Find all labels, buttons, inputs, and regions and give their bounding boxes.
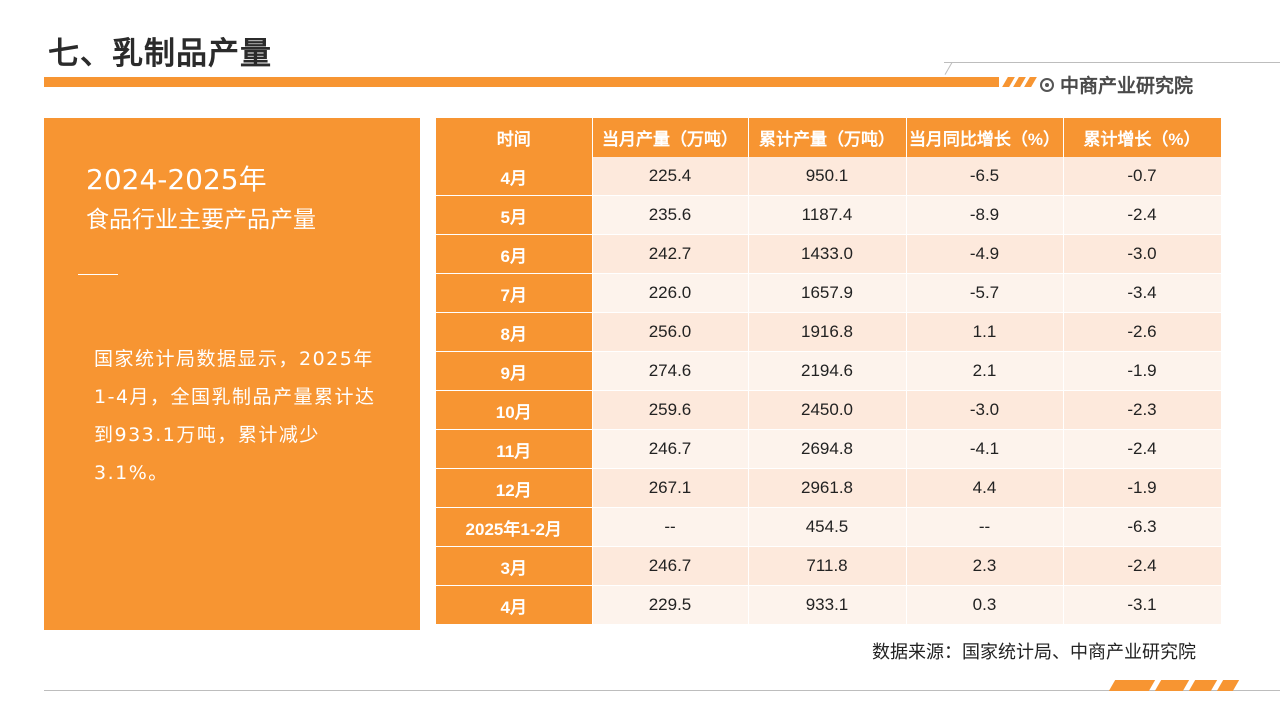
- cell-monthly: 226.0: [592, 273, 749, 313]
- table-row: 2025年1-2月 -- 454.5 -- -6.3: [436, 507, 1222, 547]
- cell-cumulative: 1433.0: [748, 234, 907, 274]
- cell-yoy: -8.9: [906, 195, 1064, 235]
- cell-cumulative: 2694.8: [748, 429, 907, 469]
- cell-yoy: -5.7: [906, 273, 1064, 313]
- summary-panel: 2024-2025年 食品行业主要产品产量 国家统计局数据显示，2025年1-4…: [44, 118, 420, 630]
- cell-monthly: 242.7: [592, 234, 749, 274]
- panel-year: 2024-2025年: [86, 163, 267, 196]
- cell-monthly: 229.5: [592, 585, 749, 625]
- table-row: 3月 246.7 711.8 2.3 -2.4: [436, 546, 1222, 586]
- cell-time: 11月: [436, 429, 593, 469]
- cell-time: 3月: [436, 546, 593, 586]
- cell-cumulative: 1916.8: [748, 312, 907, 352]
- cell-cumulative: 2194.6: [748, 351, 907, 391]
- table-header-row: 时间 当月产量（万吨） 累计产量（万吨） 当月同比增长（%） 累计增长（%）: [436, 118, 1222, 157]
- cell-cum-growth: -3.0: [1063, 234, 1222, 274]
- cell-monthly: 274.6: [592, 351, 749, 391]
- cell-monthly: 256.0: [592, 312, 749, 352]
- cell-yoy: -3.0: [906, 390, 1064, 430]
- table-row: 12月 267.1 2961.8 4.4 -1.9: [436, 468, 1222, 508]
- footer-decor-stripes: [1108, 680, 1242, 691]
- cell-time: 12月: [436, 468, 593, 508]
- header-cumulative-growth: 累计增长（%）: [1063, 118, 1222, 157]
- cell-cum-growth: -2.3: [1063, 390, 1222, 430]
- cell-cum-growth: -2.4: [1063, 429, 1222, 469]
- cell-cum-growth: -1.9: [1063, 468, 1222, 508]
- cell-time: 6月: [436, 234, 593, 274]
- production-table: 时间 当月产量（万吨） 累计产量（万吨） 当月同比增长（%） 累计增长（%） 4…: [436, 118, 1222, 625]
- data-source-note: 数据来源：国家统计局、中商产业研究院: [872, 642, 1196, 663]
- brand-logo: 中商产业研究院: [1040, 71, 1193, 98]
- title-underline-bar: [44, 77, 999, 87]
- cell-yoy: 4.4: [906, 468, 1064, 508]
- table-row: 5月 235.6 1187.4 -8.9 -2.4: [436, 195, 1222, 235]
- cell-time: 2025年1-2月: [436, 507, 593, 547]
- table-row: 7月 226.0 1657.9 -5.7 -3.4: [436, 273, 1222, 313]
- header-cumulative-output: 累计产量（万吨）: [748, 118, 907, 157]
- table-row: 4月 225.4 950.1 -6.5 -0.7: [436, 157, 1222, 196]
- header-rule: [944, 62, 1280, 63]
- cell-cum-growth: -2.4: [1063, 546, 1222, 586]
- cell-monthly: 259.6: [592, 390, 749, 430]
- cell-cum-growth: -0.7: [1063, 157, 1222, 196]
- cell-monthly: 246.7: [592, 429, 749, 469]
- header-time: 时间: [436, 118, 593, 157]
- panel-body-text: 国家统计局数据显示，2025年1-4月，全国乳制品产量累计达到933.1万吨，累…: [94, 348, 376, 484]
- panel-divider: [78, 274, 118, 275]
- cell-monthly: 235.6: [592, 195, 749, 235]
- cell-yoy: -4.1: [906, 429, 1064, 469]
- cell-monthly: 246.7: [592, 546, 749, 586]
- cell-time: 10月: [436, 390, 593, 430]
- cell-cum-growth: -1.9: [1063, 351, 1222, 391]
- cell-cum-growth: -3.1: [1063, 585, 1222, 625]
- header-monthly-yoy: 当月同比增长（%）: [906, 118, 1064, 157]
- cell-cumulative: 1657.9: [748, 273, 907, 313]
- logo-text: 中商产业研究院: [1060, 75, 1194, 97]
- table-row: 4月 229.5 933.1 0.3 -3.1: [436, 585, 1222, 625]
- cell-yoy: -4.9: [906, 234, 1064, 274]
- cell-cum-growth: -2.4: [1063, 195, 1222, 235]
- footer-rule: [44, 690, 1280, 691]
- cell-yoy: 1.1: [906, 312, 1064, 352]
- cell-yoy: 0.3: [906, 585, 1064, 625]
- logo-circle-icon: [1040, 77, 1054, 92]
- title-decor-stripes: [1002, 77, 1037, 87]
- table-row: 10月 259.6 2450.0 -3.0 -2.3: [436, 390, 1222, 430]
- table-row: 6月 242.7 1433.0 -4.9 -3.0: [436, 234, 1222, 274]
- table-row: 11月 246.7 2694.8 -4.1 -2.4: [436, 429, 1222, 469]
- cell-monthly: 225.4: [592, 157, 749, 196]
- cell-cum-growth: -6.3: [1063, 507, 1222, 547]
- cell-cumulative: 933.1: [748, 585, 907, 625]
- cell-monthly: --: [592, 507, 749, 547]
- cell-cumulative: 454.5: [748, 507, 907, 547]
- cell-monthly: 267.1: [592, 468, 749, 508]
- table-row: 8月 256.0 1916.8 1.1 -2.6: [436, 312, 1222, 352]
- cell-time: 8月: [436, 312, 593, 352]
- cell-cumulative: 2961.8: [748, 468, 907, 508]
- cell-yoy: 2.1: [906, 351, 1064, 391]
- table-row: 9月 274.6 2194.6 2.1 -1.9: [436, 351, 1222, 391]
- cell-cumulative: 2450.0: [748, 390, 907, 430]
- cell-cumulative: 950.1: [748, 157, 907, 196]
- cell-time: 4月: [436, 585, 593, 625]
- page-title: 七、乳制品产量: [48, 36, 272, 72]
- header-monthly-output: 当月产量（万吨）: [592, 118, 749, 157]
- cell-time: 7月: [436, 273, 593, 313]
- cell-cumulative: 1187.4: [748, 195, 907, 235]
- panel-subtitle: 食品行业主要产品产量: [86, 207, 316, 233]
- cell-cum-growth: -3.4: [1063, 273, 1222, 313]
- cell-cum-growth: -2.6: [1063, 312, 1222, 352]
- cell-yoy: -6.5: [906, 157, 1064, 196]
- cell-cumulative: 711.8: [748, 546, 907, 586]
- cell-time: 4月: [436, 157, 593, 196]
- cell-yoy: --: [906, 507, 1064, 547]
- cell-time: 5月: [436, 195, 593, 235]
- cell-yoy: 2.3: [906, 546, 1064, 586]
- cell-time: 9月: [436, 351, 593, 391]
